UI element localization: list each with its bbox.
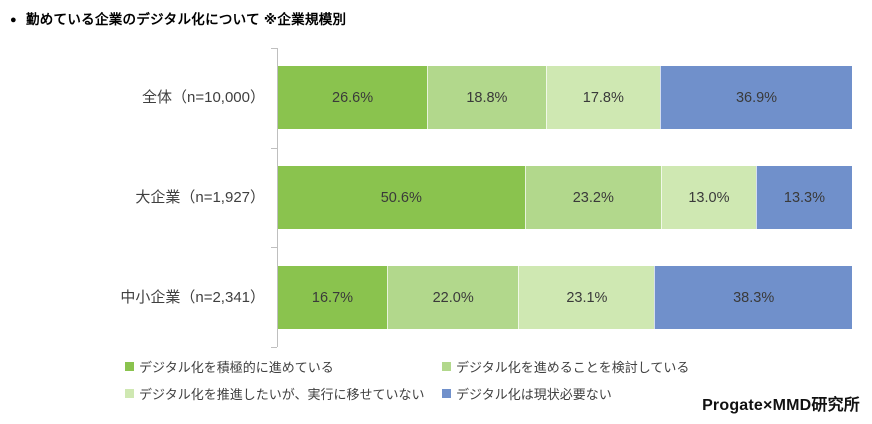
- bar-value-label: 13.0%: [688, 189, 730, 206]
- bar-value-label: 17.8%: [582, 89, 624, 106]
- y-axis-line: [277, 48, 278, 347]
- legend-label: デジタル化は現状必要ない: [456, 387, 612, 402]
- bar-segment[interactable]: 36.9%: [660, 66, 852, 129]
- chart-title: ● 勤めている企業のデジタル化について ※企業規模別: [10, 8, 346, 28]
- bar-value-label: 18.8%: [466, 89, 508, 106]
- legend-item[interactable]: デジタル化は現状必要ない: [442, 384, 612, 403]
- bar-segment[interactable]: 23.1%: [518, 266, 655, 329]
- bar-segment[interactable]: 13.0%: [660, 166, 756, 229]
- axis-tick: [271, 347, 277, 348]
- bar-segment[interactable]: 22.0%: [386, 266, 519, 329]
- bar-segment[interactable]: 50.6%: [278, 166, 525, 229]
- axis-tick: [271, 148, 277, 149]
- legend-label: デジタル化を推進したいが、実行に移せていない: [139, 387, 425, 402]
- bar-value-label: 23.2%: [572, 189, 614, 206]
- category-label: 中小企業（n=2,341）: [120, 289, 265, 306]
- bar-segment[interactable]: 23.2%: [524, 166, 661, 229]
- stacked-bar: 16.7% 22.0% 23.1% 38.3%: [278, 266, 852, 329]
- credit-text: Progate×MMD研究所: [702, 397, 860, 414]
- axis-tick: [271, 48, 277, 49]
- legend-item[interactable]: デジタル化を進めることを検討している: [442, 357, 689, 376]
- legend-swatch-icon: [125, 362, 134, 371]
- bar-row: 全体（n=10,000） 26.6% 18.8% 17.8% 36.9%: [0, 66, 860, 129]
- bar-segment[interactable]: 17.8%: [545, 66, 661, 129]
- bar-value-label: 16.7%: [311, 289, 354, 306]
- bar-segment[interactable]: 13.3%: [755, 166, 853, 229]
- chart-title-text: 勤めている企業のデジタル化について ※企業規模別: [25, 12, 347, 27]
- bar-segment[interactable]: 26.6%: [278, 66, 428, 129]
- bar-value-label: 23.1%: [566, 289, 608, 306]
- bar-segment[interactable]: 16.7%: [278, 266, 387, 329]
- stacked-bar-chart: 全体（n=10,000） 26.6% 18.8% 17.8% 36.9% 大企業（n=1,…: [0, 48, 860, 348]
- bar-value-label: 22.0%: [432, 289, 474, 306]
- bar-value-label: 36.9%: [735, 89, 778, 106]
- bar-row: 大企業（n=1,927） 50.6% 23.2% 13.0% 13.3%: [0, 166, 860, 229]
- bar-value-label: 13.3%: [783, 189, 825, 206]
- bullet-icon: ●: [10, 14, 17, 26]
- legend-label: デジタル化を積極的に進めている: [139, 360, 334, 375]
- category-label: 全体（n=10,000）: [142, 89, 265, 106]
- legend-label: デジタル化を進めることを検討している: [456, 360, 690, 375]
- bar-value-label: 50.6%: [380, 189, 422, 206]
- legend-swatch-icon: [442, 362, 451, 371]
- legend-swatch-icon: [125, 389, 134, 398]
- axis-tick: [271, 247, 277, 248]
- legend-swatch-icon: [442, 389, 451, 398]
- bar-value-label: 38.3%: [733, 289, 775, 306]
- legend-item[interactable]: デジタル化を積極的に進めている: [125, 357, 334, 376]
- bar-row: 中小企業（n=2,341） 16.7% 22.0% 23.1% 38.3%: [0, 266, 860, 329]
- bar-segment[interactable]: 38.3%: [654, 266, 852, 329]
- stacked-bar: 50.6% 23.2% 13.0% 13.3%: [278, 166, 853, 229]
- stacked-bar: 26.6% 18.8% 17.8% 36.9%: [278, 66, 852, 129]
- category-label: 大企業（n=1,927）: [135, 189, 265, 206]
- bar-value-label: 26.6%: [332, 89, 374, 106]
- bar-segment[interactable]: 18.8%: [427, 66, 546, 129]
- legend-item[interactable]: デジタル化を推進したいが、実行に移せていない: [125, 384, 424, 403]
